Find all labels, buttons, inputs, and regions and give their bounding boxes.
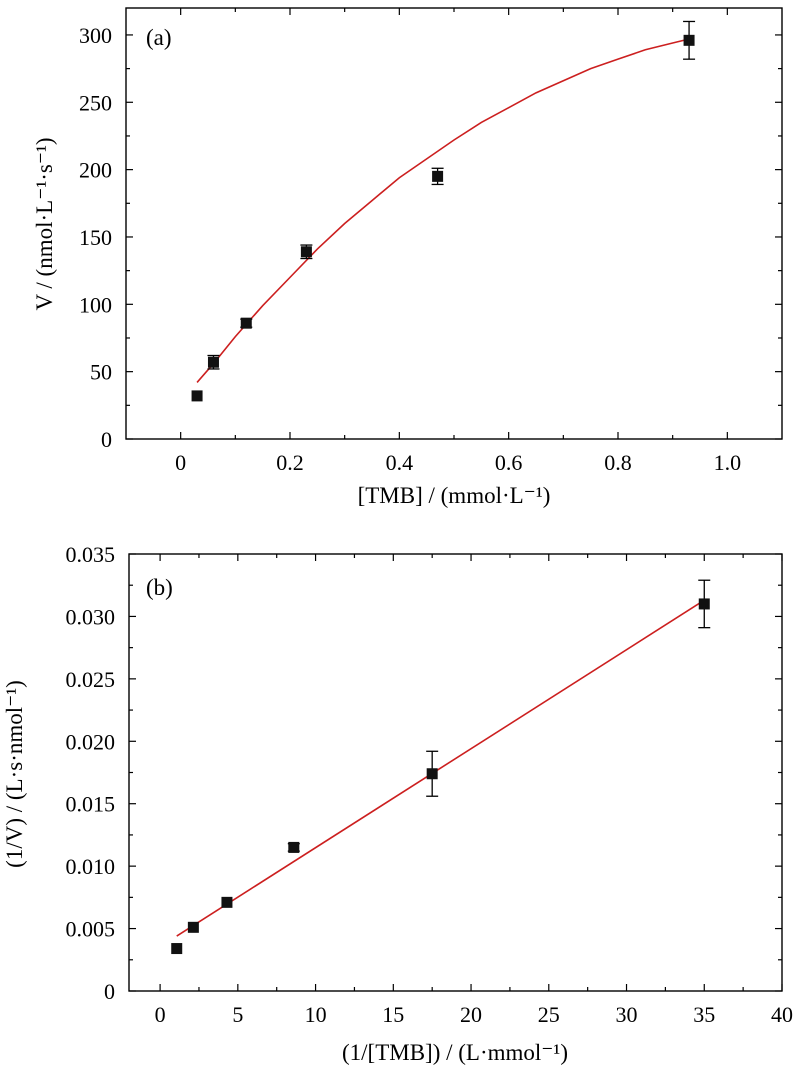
y-tick-label: 100 — [79, 292, 112, 317]
data-point — [171, 943, 183, 955]
panel-a-y-ticks: 0 50 100 150 200 250 300 — [79, 23, 782, 452]
data-point — [426, 768, 438, 780]
y-tick-label: 250 — [79, 90, 112, 115]
panel-b-y-ticks: 0 0.005 0.010 0.015 0.020 0.025 0.030 0.035 — [66, 542, 782, 1004]
y-tick-label: 0 — [101, 427, 112, 452]
y-tick-label: 200 — [79, 158, 112, 183]
x-tick-label: 0.4 — [386, 450, 414, 475]
x-tick-label: 40 — [771, 1002, 793, 1027]
y-tick-label: 0.005 — [66, 917, 116, 942]
x-tick-label: 15 — [382, 1002, 404, 1027]
data-point — [187, 921, 199, 933]
x-tick-label: 0 — [175, 450, 186, 475]
data-point — [240, 317, 252, 329]
y-tick-label: 300 — [79, 23, 112, 48]
panel-a-x-axis-title: [TMB] / (mmol·L⁻¹) — [358, 483, 551, 508]
y-tick-label: 0.015 — [66, 792, 116, 817]
x-tick-label: 0.8 — [604, 450, 632, 475]
x-tick-label: 10 — [305, 1002, 327, 1027]
x-tick-label: 25 — [538, 1002, 560, 1027]
panel-b-x-ticks: 0 5 10 15 20 25 30 35 40 — [155, 554, 793, 1027]
x-tick-label: 1.0 — [714, 450, 742, 475]
x-tick-label: 20 — [460, 1002, 482, 1027]
data-point — [683, 34, 695, 46]
data-point — [300, 246, 312, 258]
data-point — [207, 356, 219, 368]
panel-a-plot-frame — [125, 7, 783, 440]
panel-b-fit-line — [176, 599, 705, 937]
panel-b-label: (b) — [146, 575, 173, 600]
y-tick-label: 0 — [104, 979, 115, 1004]
y-tick-label: 150 — [79, 225, 112, 250]
panel-a-fit-curve — [196, 38, 690, 383]
panel-a-label: (a) — [146, 25, 172, 50]
x-tick-label: 5 — [232, 1002, 243, 1027]
y-tick-label: 0.035 — [66, 542, 116, 567]
panel-b-plot-frame — [128, 553, 783, 992]
panel-a-data-points — [191, 20, 696, 402]
data-point — [221, 896, 233, 908]
panel-b: 0 5 10 15 20 25 30 35 40 0 0.005 0.010 0.015 0.020 0.… — [2, 542, 793, 1065]
x-tick-label: 0 — [155, 1002, 166, 1027]
x-tick-label: 30 — [616, 1002, 638, 1027]
panel-a-y-axis-title: V / (nmol·L⁻¹·s⁻¹) — [32, 137, 57, 310]
y-tick-label: 0.020 — [66, 729, 116, 754]
x-tick-label: 0.2 — [276, 450, 304, 475]
data-point — [191, 390, 203, 402]
panel-b-y-axis-title: (1/V) / (L·s·nmol⁻¹) — [2, 680, 27, 868]
y-tick-label: 0.025 — [66, 667, 116, 692]
y-tick-label: 0.010 — [66, 854, 116, 879]
y-tick-label: 50 — [90, 360, 112, 385]
panel-b-x-axis-title: (1/[TMB]) / (L·mmol⁻¹) — [342, 1040, 568, 1065]
data-point — [288, 841, 300, 853]
panel-b-data-points — [171, 579, 711, 955]
y-tick-label: 0.030 — [66, 604, 116, 629]
data-point — [698, 598, 710, 610]
data-point — [432, 170, 444, 182]
panel-a-x-ticks: 0 0.2 0.4 0.6 0.8 1.0 — [175, 8, 741, 475]
x-tick-label: 0.6 — [495, 450, 523, 475]
x-tick-label: 35 — [693, 1002, 715, 1027]
